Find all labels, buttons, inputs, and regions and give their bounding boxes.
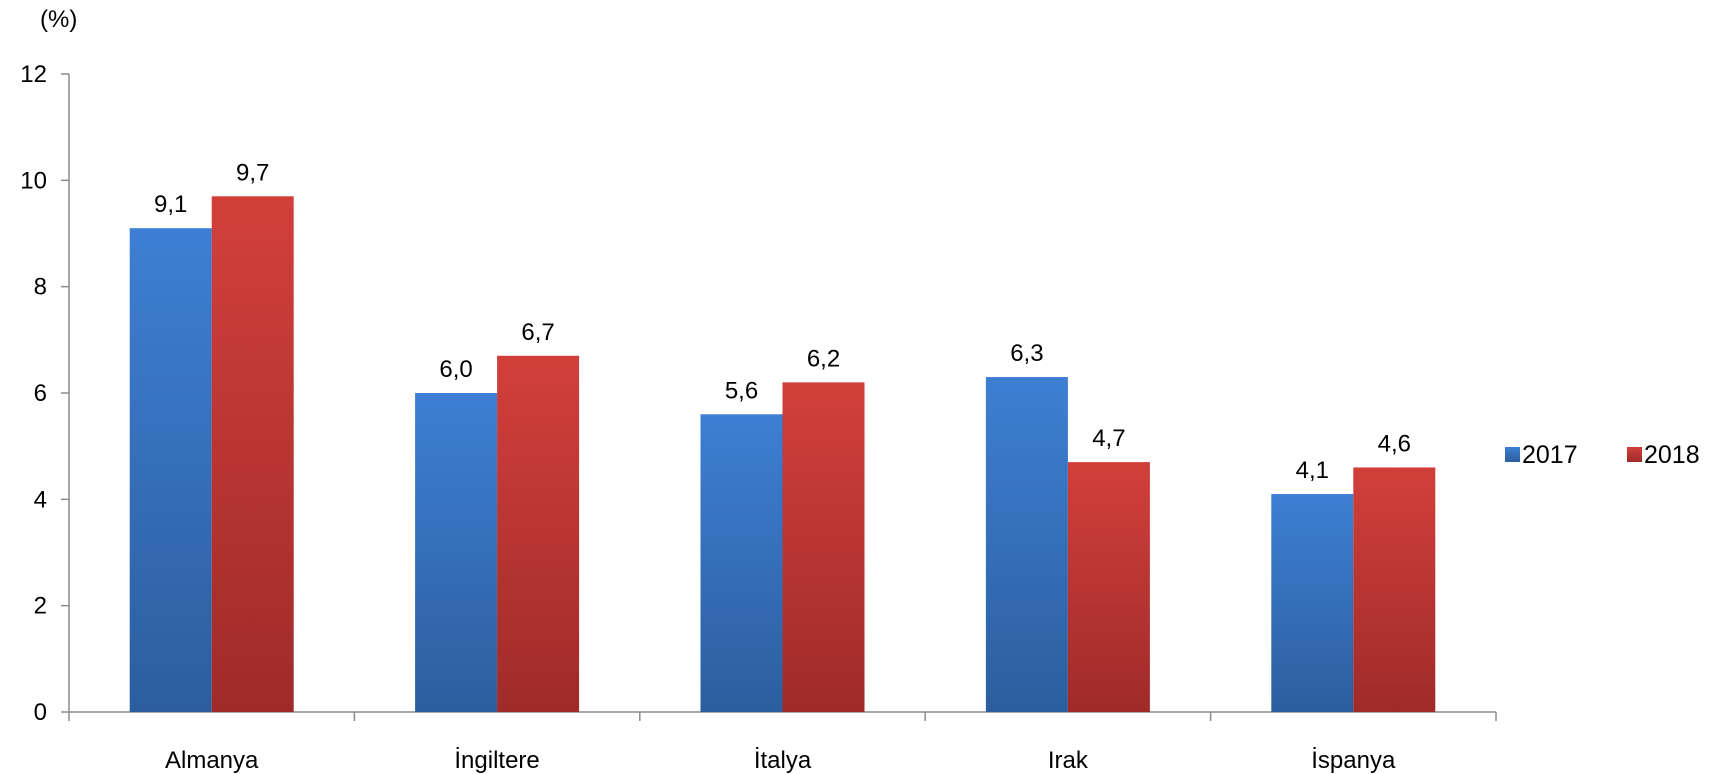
data-label: 6,7 <box>521 319 554 346</box>
bar-2018 <box>497 355 580 712</box>
data-label: 6,0 <box>439 356 472 383</box>
bar-2017 <box>700 414 783 712</box>
y-axis-unit-label: (%) <box>40 6 77 33</box>
data-label: 4,1 <box>1296 457 1329 484</box>
legend: 2017 2018 <box>1505 441 1700 469</box>
y-tick-label: 12 <box>20 61 47 88</box>
bar-2018 <box>211 196 294 713</box>
legend-label: 2018 <box>1644 441 1700 469</box>
x-axis: Almanya İngiltere İtalya Irak İspanya <box>68 711 1497 774</box>
data-label: 5,6 <box>725 377 758 404</box>
x-tick-label: İtalya <box>754 747 812 774</box>
x-tick-label: İngiltere <box>454 747 539 774</box>
bars: 9,1 9,7 6,0 6,7 5,6 6,2 6,3 4,7 4,1 4,6 <box>129 159 1436 713</box>
y-axis: 0 2 4 6 8 10 12 <box>20 61 70 726</box>
legend-label: 2017 <box>1522 441 1578 469</box>
y-tick-label: 6 <box>34 380 47 407</box>
bar-2017 <box>129 228 212 712</box>
bar-2017 <box>985 377 1068 712</box>
data-label: 9,7 <box>236 159 269 186</box>
bar-2017 <box>1271 494 1354 712</box>
legend-swatch <box>1627 447 1642 462</box>
x-tick-label: Almanya <box>165 747 259 774</box>
y-tick-label: 2 <box>34 593 47 620</box>
x-tick-label: Irak <box>1048 747 1089 774</box>
data-label: 6,3 <box>1010 340 1043 367</box>
bar-2018 <box>1067 462 1150 712</box>
y-tick-label: 4 <box>34 486 47 513</box>
y-tick-label: 8 <box>34 274 47 301</box>
bar-2017 <box>415 393 498 712</box>
bar-2018 <box>782 382 865 712</box>
x-tick-label: İspanya <box>1311 747 1396 774</box>
legend-swatch <box>1505 447 1520 462</box>
y-tick-label: 0 <box>34 699 47 726</box>
bar-2018 <box>1353 467 1436 712</box>
y-tick-label: 10 <box>20 167 47 194</box>
data-label: 4,6 <box>1378 430 1411 457</box>
data-label: 9,1 <box>154 191 187 218</box>
data-label: 4,7 <box>1092 425 1125 452</box>
data-label: 6,2 <box>807 345 840 372</box>
